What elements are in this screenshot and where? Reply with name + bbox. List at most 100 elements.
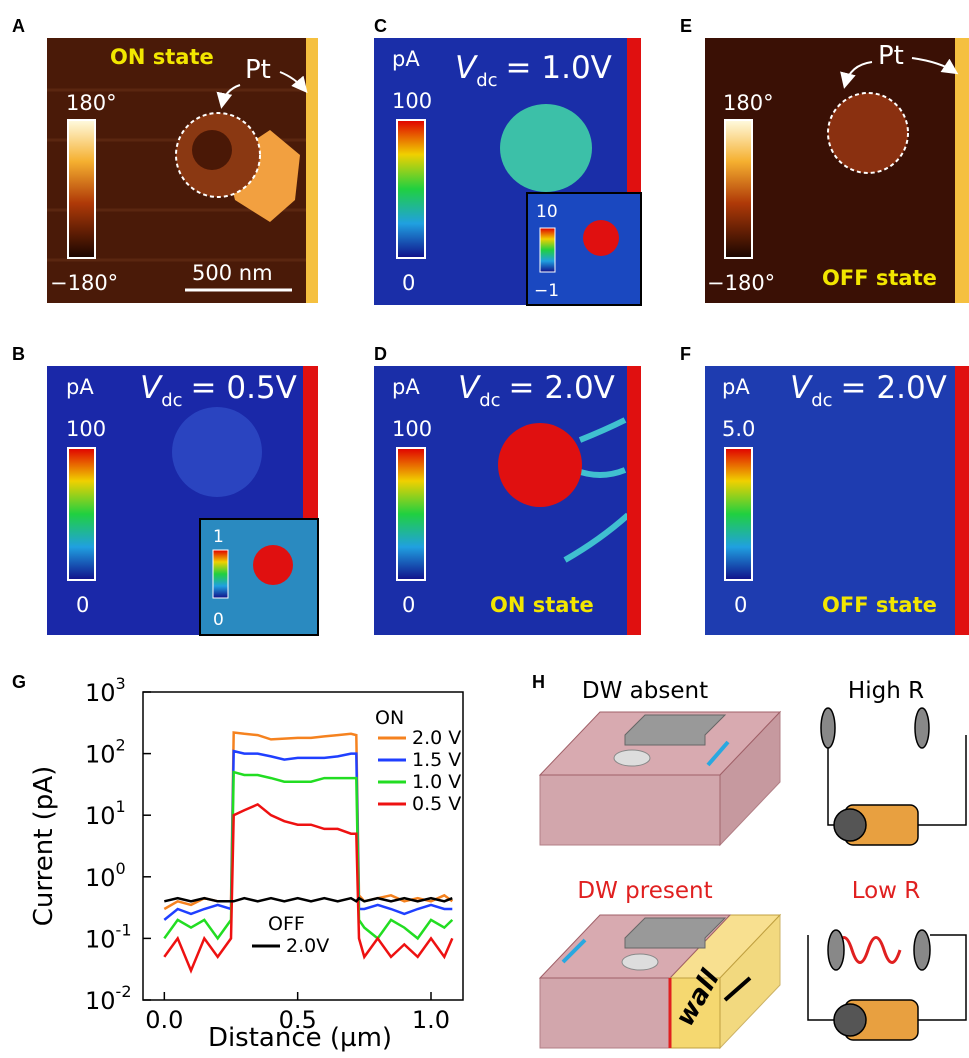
page: {"panels": { "A": {"letter": "A", "state… xyxy=(0,0,969,1058)
contact xyxy=(915,708,929,748)
state-label: ON state xyxy=(490,593,594,617)
electrode xyxy=(614,750,650,766)
sub: dc xyxy=(811,390,832,411)
scale-label: 500 nm xyxy=(192,261,273,285)
legend-label: 0.5 V xyxy=(412,793,461,815)
inset-colorbar xyxy=(540,228,555,272)
legend-label: 1.0 V xyxy=(412,771,461,793)
unit: pA xyxy=(392,47,420,71)
y-tick-label: 10-1 xyxy=(85,920,132,953)
cbar-max: 100 xyxy=(66,417,106,441)
heading: DW present xyxy=(577,878,712,904)
exponent: 2 xyxy=(116,736,126,755)
panel-letter: B xyxy=(12,344,25,364)
y-tick-label: 102 xyxy=(85,736,126,769)
series-line xyxy=(164,751,452,920)
panel-d: D pA 100 0 Vdc= 2.0V ON state xyxy=(374,344,641,635)
crystal-box: wall xyxy=(540,915,780,1048)
cbar-max: 100 xyxy=(392,417,432,441)
exponent: -1 xyxy=(116,920,132,939)
value: = 2.0V xyxy=(509,370,615,406)
cbar-min: 0 xyxy=(402,271,415,295)
circuit-high xyxy=(821,708,966,845)
value: = 2.0V xyxy=(841,370,947,406)
state-label: OFF state xyxy=(822,593,937,617)
base: 10 xyxy=(85,741,116,769)
inset-colorbar xyxy=(213,550,228,598)
colorbar xyxy=(68,448,95,580)
state-label: OFF state xyxy=(822,266,937,290)
panel-letter: D xyxy=(374,344,387,364)
contact xyxy=(914,930,930,970)
electrode xyxy=(627,366,641,635)
value: = 1.0V xyxy=(506,50,612,86)
inset-min: −1 xyxy=(534,281,559,301)
sub: dc xyxy=(476,70,497,91)
y-tick-label: 101 xyxy=(85,797,126,830)
value: = 0.5V xyxy=(191,370,297,406)
y-tick-label: 10-2 xyxy=(85,982,132,1015)
heading: High R xyxy=(848,678,924,704)
x-tick-label: 1.0 xyxy=(412,1006,450,1034)
pt-electrode xyxy=(955,38,969,303)
panel-c: C pA 100 0 Vdc= 1.0V 10 −1 xyxy=(374,16,641,305)
legend-title: OFF xyxy=(268,913,305,935)
base: 10 xyxy=(85,802,116,830)
figure: A 180° −180° ON state Pt 500 nm C pA 100… xyxy=(0,0,969,1058)
sub: dc xyxy=(161,390,182,411)
state-label: ON state xyxy=(110,45,214,69)
exponent: 0 xyxy=(116,859,126,878)
inset-domain xyxy=(253,545,293,585)
domain xyxy=(828,93,908,173)
base: 10 xyxy=(85,679,116,707)
domain xyxy=(172,407,262,497)
legend-label: 2.0 V xyxy=(412,727,461,749)
unit: pA xyxy=(392,375,420,399)
y-axis-label: Current (pA) xyxy=(29,766,59,927)
cbar-min: −180° xyxy=(707,271,775,295)
electrode xyxy=(622,954,658,970)
box-front xyxy=(540,775,720,845)
legend-label: 2.0V xyxy=(286,935,329,957)
inset-max: 1 xyxy=(213,527,224,547)
inset-max: 10 xyxy=(536,202,558,222)
base: 10 xyxy=(85,987,116,1015)
cbar-min: −180° xyxy=(50,271,118,295)
panel-f: F pA 5.0 0 Vdc= 2.0V OFF state xyxy=(680,344,969,635)
pt-electrode xyxy=(306,38,318,303)
panel-letter: F xyxy=(680,344,691,364)
crystal-box xyxy=(540,712,780,845)
panel-letter: A xyxy=(12,16,25,36)
legend-label: 1.5 V xyxy=(412,749,461,771)
panel-h: H DW absent High R DW present Low R wall xyxy=(532,672,966,1048)
inset-domain xyxy=(583,220,619,256)
cbar-min: 0 xyxy=(734,593,747,617)
domain xyxy=(500,104,592,192)
electrode xyxy=(955,366,969,635)
y-tick-label: 100 xyxy=(85,859,126,892)
domain xyxy=(192,130,232,170)
legend-title: ON xyxy=(375,707,404,729)
unit: pA xyxy=(722,375,750,399)
exponent: 3 xyxy=(116,674,126,693)
inset-min: 0 xyxy=(213,610,224,630)
cbar-max: 100 xyxy=(392,89,432,113)
panel-letter: C xyxy=(374,16,387,36)
panel-letter: E xyxy=(680,16,692,36)
y-tick-label: 103 xyxy=(85,674,126,707)
heading: Low R xyxy=(852,878,921,904)
panel-letter: G xyxy=(12,672,26,692)
cbar-max: 5.0 xyxy=(722,417,755,441)
domain xyxy=(498,423,582,507)
conduction xyxy=(836,938,900,963)
contact xyxy=(821,708,835,748)
base: 10 xyxy=(85,864,116,892)
pt-label: Pt xyxy=(878,41,904,71)
battery-end xyxy=(834,1004,866,1036)
sub: dc xyxy=(479,390,500,411)
unit: pA xyxy=(66,375,94,399)
panel-g: G Distance (µm) Current (pA) 10-210-1100… xyxy=(12,672,463,1053)
box-front xyxy=(540,978,670,1048)
colorbar xyxy=(725,120,752,258)
colorbar xyxy=(68,120,95,258)
